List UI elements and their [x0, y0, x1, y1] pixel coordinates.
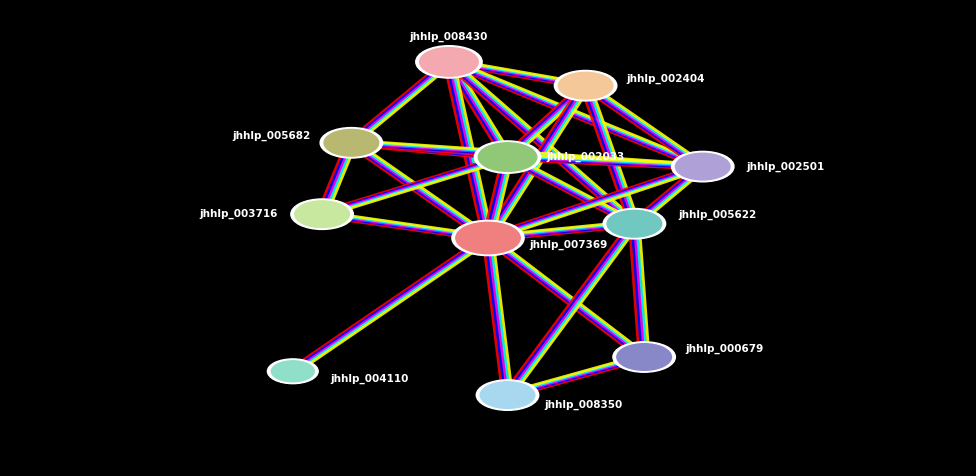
Text: jhhlp_005682: jhhlp_005682: [232, 130, 310, 141]
Circle shape: [271, 361, 314, 382]
Circle shape: [478, 143, 537, 171]
Text: jhhlp_004110: jhhlp_004110: [330, 373, 408, 384]
Circle shape: [324, 129, 379, 156]
Text: jhhlp_005622: jhhlp_005622: [678, 210, 756, 220]
Circle shape: [480, 382, 535, 408]
Circle shape: [558, 72, 613, 99]
Circle shape: [603, 208, 666, 239]
Circle shape: [295, 201, 349, 228]
Circle shape: [476, 380, 539, 410]
Circle shape: [267, 359, 318, 384]
Circle shape: [617, 344, 671, 370]
Text: jhhlp_008350: jhhlp_008350: [545, 399, 623, 410]
Circle shape: [607, 210, 662, 237]
Circle shape: [554, 70, 617, 101]
Text: jhhlp_003716: jhhlp_003716: [200, 209, 278, 219]
Text: jhhlp_002033: jhhlp_002033: [547, 152, 625, 162]
Circle shape: [613, 342, 675, 372]
Circle shape: [456, 222, 520, 254]
Circle shape: [671, 151, 734, 182]
Text: jhhlp_002501: jhhlp_002501: [747, 161, 825, 172]
Text: jhhlp_007369: jhhlp_007369: [529, 240, 607, 250]
Circle shape: [320, 128, 383, 158]
Circle shape: [474, 141, 541, 173]
Circle shape: [452, 220, 524, 256]
Circle shape: [675, 153, 730, 180]
Text: jhhlp_002404: jhhlp_002404: [627, 73, 705, 84]
Circle shape: [416, 46, 482, 78]
Text: jhhlp_000679: jhhlp_000679: [685, 343, 763, 354]
Text: jhhlp_008430: jhhlp_008430: [410, 31, 488, 42]
Circle shape: [291, 199, 353, 229]
Circle shape: [420, 48, 478, 76]
